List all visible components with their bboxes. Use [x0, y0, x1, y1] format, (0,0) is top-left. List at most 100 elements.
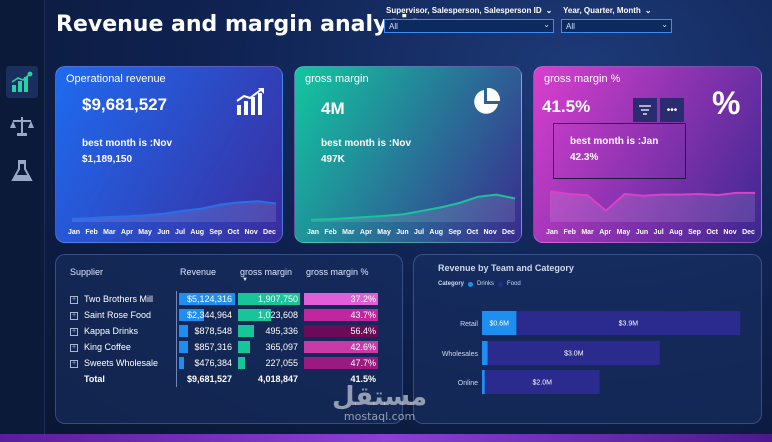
- legend-label-drinks[interactable]: Drinks: [477, 281, 495, 287]
- card-best-value: $1,189,150: [82, 154, 133, 165]
- expand-icon[interactable]: +: [70, 343, 78, 352]
- sidebar: [0, 0, 45, 434]
- expand-icon[interactable]: +: [70, 359, 78, 368]
- growth-chart-icon: [236, 88, 264, 115]
- table-row[interactable]: + Sweets Wholesale $476,384 227,055 47.7%: [66, 355, 380, 371]
- table-row[interactable]: + Kappa Drinks $878,548 495,336 56.4%: [66, 323, 380, 339]
- supplier-name: Two Brothers Mill: [84, 294, 154, 304]
- gross-margin-databar: [238, 293, 300, 305]
- kpi-card-gross-margin-pct[interactable]: gross margin % 41.5% ••• % best month is…: [533, 66, 762, 243]
- column-header-revenue[interactable]: Revenue: [180, 267, 217, 277]
- month-label: Jul: [174, 229, 186, 236]
- bar-food-wholesales[interactable]: [487, 341, 660, 365]
- month-label: Jun: [635, 229, 649, 236]
- gross-margin-cell: 1,907,750: [236, 291, 302, 307]
- chevron-down-icon: ⌄: [543, 20, 550, 29]
- bar-food-retail[interactable]: [516, 311, 741, 335]
- more-options-button[interactable]: •••: [660, 98, 684, 122]
- slicer-salesperson[interactable]: Supervisor, Salesperson, Salesperson ID ⌄…: [384, 6, 554, 33]
- bar-food-online[interactable]: [484, 370, 600, 394]
- sidebar-item-margin[interactable]: [6, 110, 38, 142]
- month-axis: Jan Feb Mar Apr May Jun Jul Aug Sep Oct Nov Dec: [307, 229, 515, 236]
- trend-line: [549, 190, 755, 213]
- filter-button[interactable]: [633, 98, 657, 122]
- gross-margin-value: 365,097: [265, 342, 298, 352]
- month-label: Apr: [120, 229, 133, 236]
- category-label: Retail: [460, 321, 478, 328]
- revenue-cell: $2,344,964: [175, 307, 236, 323]
- table-row[interactable]: + Two Brothers Mill $5,124,316 1,907,750 37.…: [66, 291, 380, 307]
- month-label: Apr: [599, 229, 612, 236]
- gross-margin-pct-fill: [304, 309, 378, 321]
- trend-area: [550, 191, 755, 222]
- table-row[interactable]: + King Coffee $857,316 365,097 42.6%: [66, 339, 380, 355]
- total-label-cell: Total: [66, 371, 176, 387]
- month-label: Oct: [227, 229, 240, 236]
- gross-margin-pct-fill: [304, 341, 378, 353]
- gross-margin-cell: 1,023,608: [236, 307, 302, 323]
- kpi-card-gross-margin[interactable]: gross margin 4M best month is :Nov 497K …: [294, 66, 522, 243]
- category-label: Online: [458, 380, 478, 387]
- stacked-bar-chart: Retail $0.6M $3.9M Wholesales $3.0M Online $2.…: [442, 311, 741, 394]
- revenue-cell: $476,384: [175, 355, 236, 371]
- gross-margin-value: 227,055: [265, 358, 298, 368]
- gross-margin-pct-value: 42.6%: [350, 342, 376, 352]
- month-label: Mar: [342, 229, 355, 236]
- chevron-down-icon: ⌄: [661, 20, 668, 29]
- table-row[interactable]: + Saint Rose Food $2,344,964 1,023,608 43.7%: [66, 307, 380, 323]
- month-label: Feb: [85, 229, 98, 236]
- month-label: Dec: [502, 229, 515, 236]
- card-title: Operational revenue: [66, 73, 166, 85]
- sidebar-item-revenue[interactable]: [6, 66, 38, 98]
- expand-icon[interactable]: +: [70, 295, 78, 304]
- slicer-date-value: All: [566, 22, 575, 31]
- gross-margin-pct-cell: 56.4%: [302, 323, 380, 339]
- revenue-by-team-chart-panel: Revenue by Team and Category Category Dr…: [413, 254, 762, 424]
- card-best-month: best month is :Nov: [321, 138, 412, 149]
- month-axis: Jan Feb Mar Apr May Jun Jul Aug Sep Oct Nov Dec: [546, 229, 755, 236]
- total-revenue: $9,681,527: [175, 371, 236, 387]
- slicer-salesperson-label: Supervisor, Salesperson, Salesperson ID: [386, 6, 542, 15]
- gross-margin-pct-value: 47.7%: [350, 358, 376, 368]
- bar-drinks-online[interactable]: [482, 370, 485, 394]
- bar-data-label: $3.9M: [619, 321, 639, 328]
- kpi-card-revenue[interactable]: Operational revenue $9,681,527 best mont…: [55, 66, 283, 243]
- gross-margin-pct-cell: 42.6%: [302, 339, 380, 355]
- bar-drinks-wholesales[interactable]: [482, 341, 488, 365]
- card-title: gross margin: [305, 73, 369, 85]
- supplier-name: Saint Rose Food: [84, 310, 152, 320]
- column-header-gross-margin[interactable]: gross margin ▼: [236, 267, 302, 291]
- expand-icon[interactable]: +: [70, 327, 78, 336]
- revenue-value: $878,548: [194, 326, 232, 336]
- sidebar-item-analysis[interactable]: [6, 155, 38, 187]
- expand-icon[interactable]: +: [70, 311, 78, 320]
- month-label: Oct: [706, 229, 719, 236]
- legend-title: Category: [438, 281, 465, 287]
- revenue-cell: $878,548: [175, 323, 236, 339]
- pie-chart-icon: [474, 87, 501, 114]
- more-options-icon: •••: [666, 104, 678, 116]
- month-label: Jun: [396, 229, 409, 236]
- flask-icon: [11, 160, 33, 181]
- legend-label-food[interactable]: Food: [507, 281, 521, 287]
- column-header-supplier[interactable]: Supplier: [70, 267, 104, 277]
- bar-drinks-retail[interactable]: [482, 311, 517, 335]
- slicer-date-dropdown[interactable]: All ⌄: [561, 19, 672, 33]
- month-label: Jan: [546, 229, 559, 236]
- month-label: Feb: [563, 229, 576, 236]
- chevron-down-icon: ⌄: [545, 6, 553, 15]
- bar-chart-icon: [11, 71, 33, 92]
- revenue-value: $5,124,316: [186, 294, 232, 304]
- chevron-down-icon: ⌄: [644, 6, 652, 15]
- slicer-date[interactable]: Year, Quarter, Month ⌄ All ⌄: [561, 6, 672, 33]
- slicer-salesperson-dropdown[interactable]: All ⌄: [384, 19, 554, 33]
- bar-data-label: $2.0M: [533, 380, 553, 387]
- slicer-date-label: Year, Quarter, Month: [563, 6, 641, 15]
- gross-margin-databar: [238, 357, 246, 369]
- gross-margin-pct-value: 37.2%: [350, 294, 376, 304]
- revenue-databar: [178, 341, 189, 353]
- supplier-name: Kappa Drinks: [84, 326, 139, 336]
- month-label: Dec: [263, 229, 276, 236]
- bar-data-label: $0.6M: [489, 321, 509, 328]
- column-header-gross-margin-pct[interactable]: gross margin %: [306, 267, 369, 277]
